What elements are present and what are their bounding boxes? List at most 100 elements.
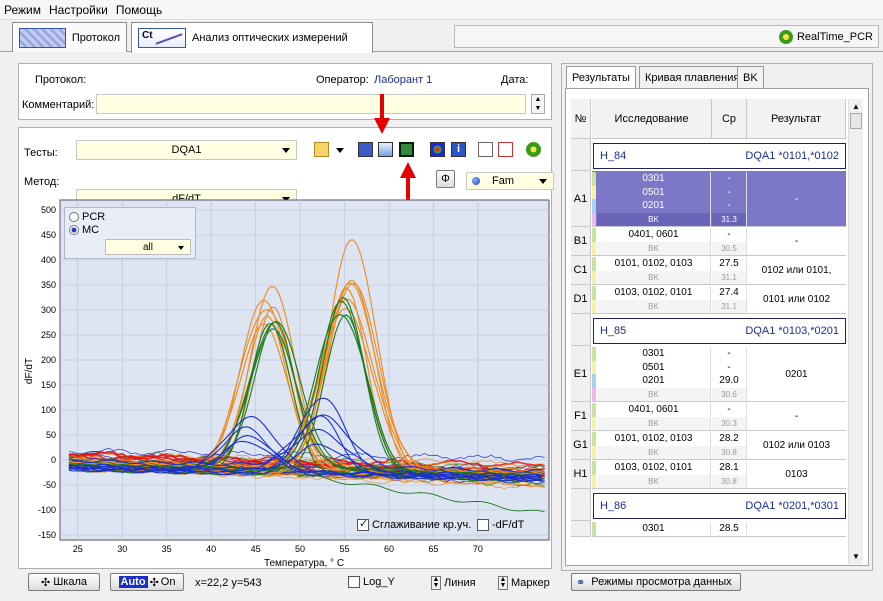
x-tick-label: 55 xyxy=(340,544,350,554)
row-id[interactable]: F1 xyxy=(571,402,591,431)
comment-spinner[interactable]: ▲ ▼ xyxy=(531,94,545,114)
curve-mode-box: PCR MC all xyxy=(64,207,196,259)
tab-bk[interactable]: BK xyxy=(737,66,764,88)
x-axis-label: Температура, ° С xyxy=(264,558,344,569)
chevron-down-icon xyxy=(539,179,547,184)
tab-results[interactable]: Результаты xyxy=(566,66,636,89)
allele-cell: 0501 xyxy=(597,360,711,374)
cp-cell: 28.2 xyxy=(712,432,747,446)
tests-select[interactable]: DQA1 xyxy=(76,140,297,160)
row-id[interactable]: B1 xyxy=(571,227,591,256)
group-name: H_86 xyxy=(600,500,627,512)
y-tick-label: -150 xyxy=(38,530,56,540)
color-marker xyxy=(592,360,596,374)
tab-protocol[interactable]: Протокол xyxy=(12,22,127,52)
save-icon[interactable] xyxy=(358,142,373,157)
line-spinner[interactable]: ▲ ▼ Линия xyxy=(431,576,476,590)
row-id[interactable] xyxy=(571,521,591,537)
cp-cell: - xyxy=(712,185,747,199)
scroll-up-icon[interactable]: ▲ xyxy=(852,102,860,111)
col-header-study[interactable]: Исследование xyxy=(592,99,712,139)
allele-cell: 0101, 0102, 0103 xyxy=(597,257,711,271)
cp-cell: 27.5 xyxy=(712,257,747,271)
group-header[interactable]: H_85 DQA1 *0103,*0201 xyxy=(593,318,846,344)
group-genotype: DQA1 *0103,*0201 xyxy=(745,325,839,337)
info-icon[interactable]: i xyxy=(451,142,466,157)
export-icon[interactable] xyxy=(399,142,414,157)
color-marker xyxy=(592,172,596,186)
row-id[interactable]: E1 xyxy=(571,346,591,402)
log-y-checkbox[interactable]: Log_Y xyxy=(348,576,395,588)
group-header[interactable]: H_86 DQA1 *0201,*0301 xyxy=(593,493,846,519)
y-tick-label: 50 xyxy=(46,430,56,440)
channel-color-icon xyxy=(472,177,480,185)
y-tick-label: 300 xyxy=(41,305,56,315)
x-tick-label: 60 xyxy=(384,544,394,554)
color-marker xyxy=(592,374,596,388)
col-header-cp[interactable]: Cp xyxy=(712,99,747,139)
allele-cell: BK xyxy=(597,416,711,430)
filter-select[interactable]: all xyxy=(105,239,191,255)
peak-curve xyxy=(68,443,543,482)
settings-gear-icon[interactable] xyxy=(526,142,541,157)
result-cell: 0102 или 0103 xyxy=(762,440,831,451)
cp-cell: 31.1 xyxy=(712,299,747,313)
channel-select[interactable]: Fam xyxy=(466,172,554,190)
menu-mode[interactable]: Режим xyxy=(4,2,41,17)
radio-pcr[interactable]: PCR xyxy=(69,211,105,223)
x-tick-label: 45 xyxy=(251,544,261,554)
row-id[interactable]: G1 xyxy=(571,431,591,460)
allele-cell: 0301 xyxy=(597,172,711,186)
allele-cell: 0201 xyxy=(597,374,711,388)
y-tick-label: 500 xyxy=(41,205,56,215)
realtime-pcr-icon xyxy=(778,30,793,44)
scroll-down-icon[interactable]: ▼ xyxy=(852,552,860,561)
smoothing-checkbox[interactable]: Сглаживание кр.уч. xyxy=(357,517,471,531)
view-modes-button[interactable]: ⚭ Режимы просмотра данных xyxy=(571,573,741,591)
row-id[interactable]: A1 xyxy=(571,171,591,227)
app-name: RealTime_PCR xyxy=(778,30,873,44)
menu-settings[interactable]: Настройки xyxy=(49,2,108,17)
group-header[interactable]: H_84 DQA1 *0101,*0102 xyxy=(593,143,846,169)
open-dropdown-icon[interactable] xyxy=(336,148,344,153)
auto-on-button[interactable]: Auto ✣ On xyxy=(110,573,184,591)
open-folder-icon[interactable] xyxy=(314,142,329,157)
neg-dfdt-checkbox[interactable]: -dF/dT xyxy=(477,519,524,531)
tests-label: Тесты: xyxy=(24,147,58,159)
scroll-thumb[interactable] xyxy=(850,113,862,129)
spinner-icon: ▲ ▼ xyxy=(431,576,441,590)
row-id[interactable]: D1 xyxy=(571,285,591,314)
row-id[interactable]: C1 xyxy=(571,256,591,285)
copy-icon[interactable] xyxy=(378,142,393,157)
color-marker xyxy=(592,522,596,536)
phi-button[interactable]: Φ xyxy=(436,170,455,188)
cp-cell: - xyxy=(712,172,747,186)
result-cell: 0101 или 0102 xyxy=(762,294,831,305)
row-id[interactable]: H1 xyxy=(571,460,591,489)
checkbox-icon xyxy=(477,519,489,531)
col-header-number[interactable]: № xyxy=(571,99,591,139)
table-row[interactable] xyxy=(592,521,846,537)
cp-cell: - xyxy=(712,347,747,361)
color-marker xyxy=(592,286,596,300)
scale-button[interactable]: ✣ Шкала xyxy=(28,573,100,591)
checklist-icon[interactable] xyxy=(478,142,493,157)
col-header-result[interactable]: Результат xyxy=(747,99,846,139)
menu-help[interactable]: Помощь xyxy=(115,2,163,17)
radio-mc[interactable]: MC xyxy=(69,224,99,236)
allele-cell: BK xyxy=(597,445,711,459)
allele-cell: 0401, 0601 xyxy=(597,228,711,242)
result-cell: - xyxy=(794,411,799,422)
palette-icon[interactable] xyxy=(430,142,445,157)
tab-melting-curve[interactable]: Кривая плавления xyxy=(639,66,746,88)
y-tick-label: 350 xyxy=(41,280,56,290)
x-tick-label: 30 xyxy=(117,544,127,554)
red-arrow-up-icon xyxy=(400,162,416,204)
cp-cell: - xyxy=(712,228,747,242)
report-icon[interactable] xyxy=(498,142,513,157)
comment-input[interactable] xyxy=(96,94,526,114)
tab-optical-analysis[interactable]: Анализ оптических измерений xyxy=(131,22,373,53)
marker-spinner[interactable]: ▲ ▼ Маркер xyxy=(498,576,550,590)
red-arrow-down-icon xyxy=(374,94,390,134)
results-scrollbar[interactable]: ▲ ▼ xyxy=(848,99,863,564)
